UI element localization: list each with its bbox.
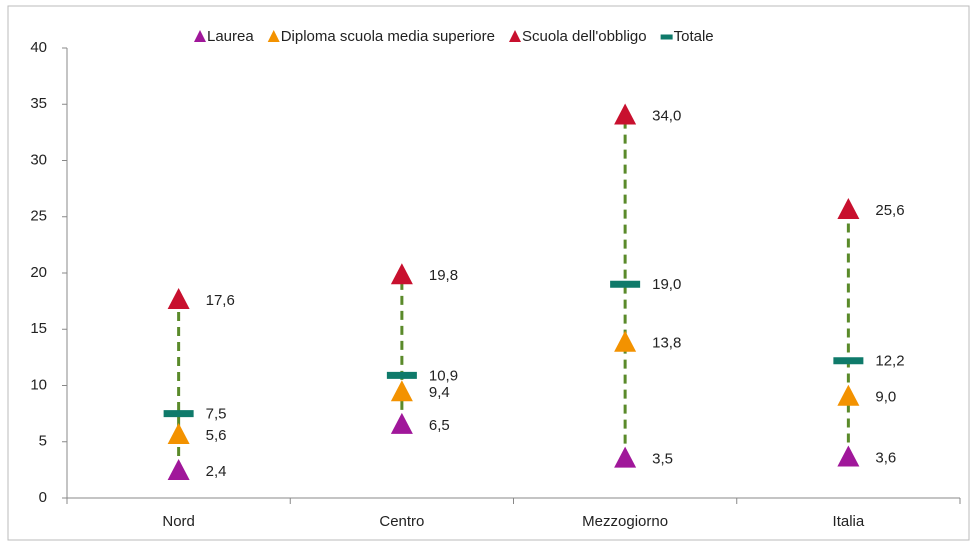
legend-label: Scuola dell'obbligo <box>522 28 647 45</box>
y-tick-label: 5 <box>39 433 47 450</box>
dash-marker <box>833 357 864 365</box>
legend-label: Laurea <box>207 28 254 45</box>
legend-marker <box>509 30 521 42</box>
data-label: 5,6 <box>206 427 227 444</box>
y-tick-label: 25 <box>30 208 47 225</box>
legend-marker <box>660 34 673 40</box>
data-label: 2,4 <box>206 463 227 480</box>
triangle-marker <box>390 380 413 402</box>
data-label: 19,0 <box>652 276 681 293</box>
data-label: 19,8 <box>429 267 458 284</box>
triangle-marker <box>614 446 637 468</box>
y-tick-label: 0 <box>39 489 47 506</box>
data-label: 3,6 <box>875 449 896 466</box>
data-label: 25,6 <box>875 202 904 219</box>
triangle-marker <box>837 198 860 219</box>
x-tick-label: Mezzogiorno <box>582 513 668 530</box>
y-tick-label: 40 <box>30 39 47 56</box>
dash-marker <box>386 371 417 379</box>
y-tick-label: 20 <box>30 264 47 281</box>
x-tick-label: Italia <box>833 513 865 530</box>
data-label: 17,6 <box>206 292 235 309</box>
x-tick-label: Centro <box>379 513 424 530</box>
data-label: 3,5 <box>652 451 673 468</box>
legend-label: Totale <box>674 28 714 45</box>
y-tick-label: 15 <box>30 320 47 337</box>
data-label: 9,0 <box>875 389 896 406</box>
y-tick-label: 30 <box>30 151 47 168</box>
x-tick-label: Nord <box>162 513 195 530</box>
triangle-marker <box>837 384 860 406</box>
triangle-marker <box>614 330 637 352</box>
y-tick-label: 35 <box>30 95 47 112</box>
y-tick-label: 10 <box>30 376 47 393</box>
data-label: 12,2 <box>875 353 904 370</box>
triangle-marker <box>167 423 190 444</box>
triangle-marker <box>167 288 190 309</box>
dash-marker <box>163 410 194 418</box>
legend-label: Diploma scuola media superiore <box>281 28 495 45</box>
triangle-marker <box>390 263 413 285</box>
data-label: 10,9 <box>429 367 458 384</box>
triangle-marker <box>167 459 190 480</box>
legend-marker <box>267 30 280 42</box>
data-label: 7,5 <box>206 406 227 423</box>
triangle-marker <box>614 103 637 125</box>
triangle-marker <box>837 445 860 467</box>
data-label: 6,5 <box>429 417 450 434</box>
dash-marker <box>610 280 641 288</box>
triangle-marker <box>390 412 413 434</box>
data-label: 9,4 <box>429 384 450 401</box>
data-label: 13,8 <box>652 335 681 352</box>
legend-marker <box>194 30 206 42</box>
chart-border <box>7 5 970 541</box>
data-label: 34,0 <box>652 107 681 124</box>
